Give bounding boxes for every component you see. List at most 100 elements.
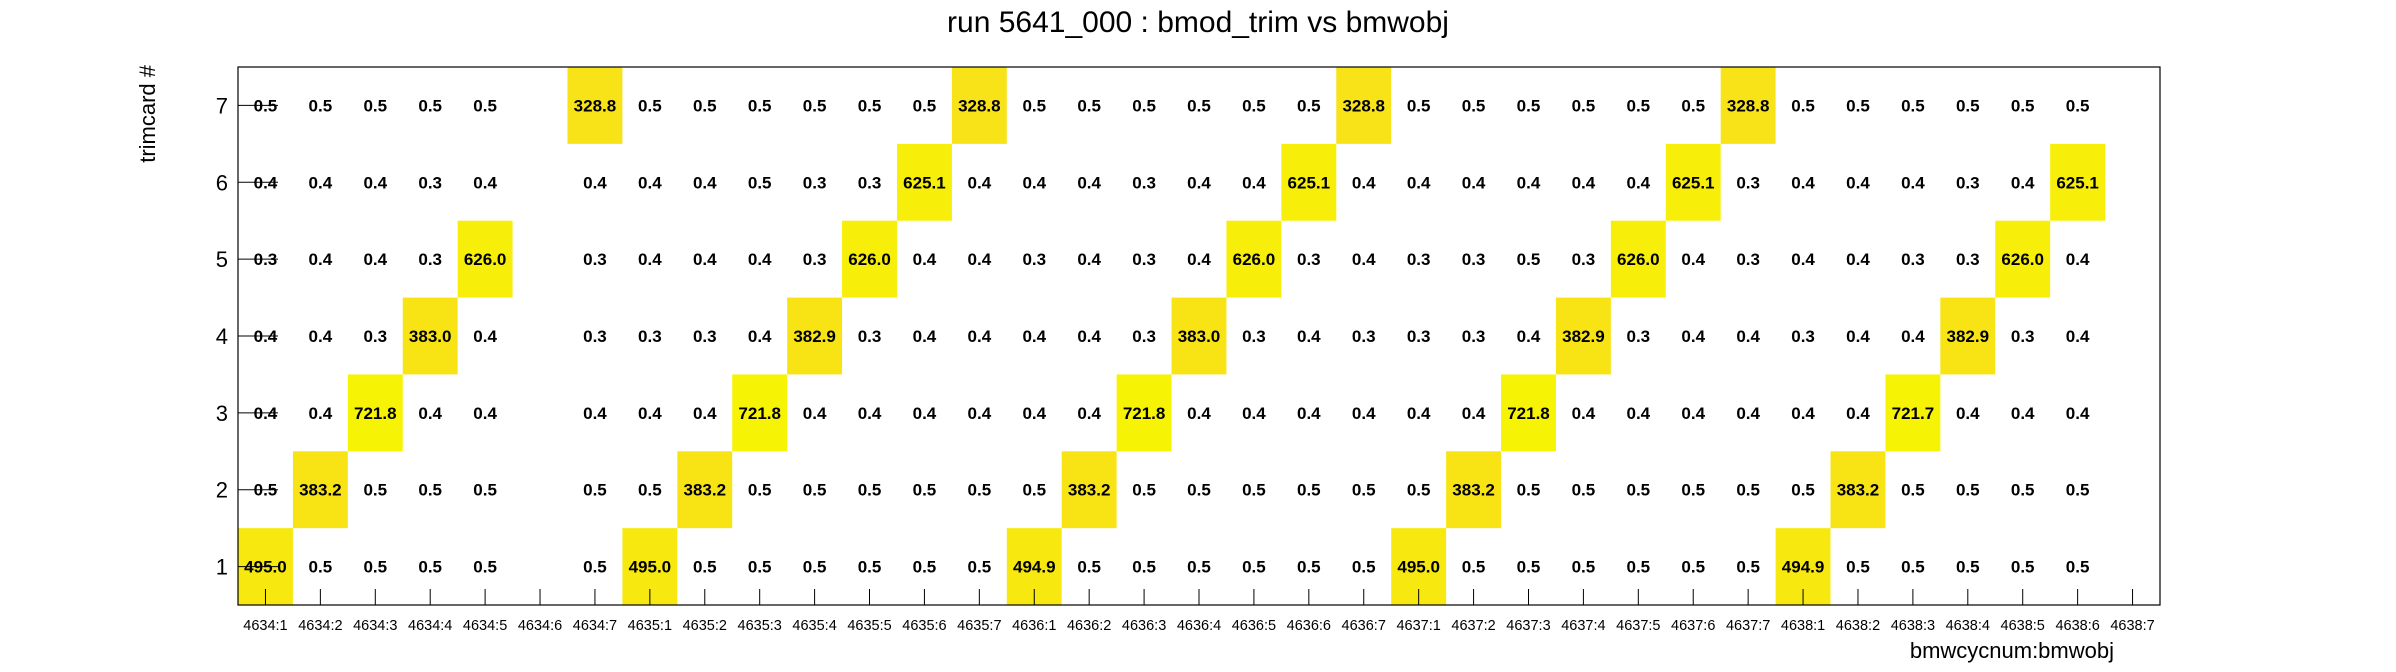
y-tick-label: 1: [216, 555, 228, 580]
cell-value-4636:6-2: 0.5: [1297, 481, 1321, 500]
cell-value-4638:6-2: 0.5: [2066, 481, 2090, 500]
cell-value-4636:1-4: 0.4: [1022, 327, 1046, 346]
heatmap-cell-4635:4-4: [787, 297, 843, 375]
cell-value-4636:5-7: 0.5: [1242, 96, 1266, 115]
cell-value-4636:6-1: 0.5: [1297, 558, 1321, 577]
cell-value-4637:3-7: 0.5: [1517, 96, 1541, 115]
cell-value-4634:4-5: 0.3: [418, 250, 442, 269]
cell-value-4635:7-1: 0.5: [968, 558, 992, 577]
cell-value-4637:1-4: 0.3: [1407, 327, 1431, 346]
cell-value-4636:7-1: 0.5: [1352, 558, 1376, 577]
cell-value-4637:7-4: 0.4: [1736, 327, 1760, 346]
cell-value-4635:6-5: 0.4: [913, 250, 937, 269]
cell-value-4634:4-4: 383.0: [409, 327, 452, 346]
cell-value-4634:3-2: 0.5: [363, 481, 387, 500]
cell-value-4635:4-2: 0.5: [803, 481, 827, 500]
cell-value-4637:1-2: 0.5: [1407, 481, 1431, 500]
x-tick-label: 4634:4: [408, 618, 452, 634]
cell-value-4635:2-2: 383.2: [683, 481, 726, 500]
cell-value-4636:2-4: 0.4: [1077, 327, 1101, 346]
cell-value-4636:3-1: 0.5: [1132, 558, 1156, 577]
cell-value-4637:2-5: 0.3: [1462, 250, 1486, 269]
cell-value-4637:5-1: 0.5: [1626, 558, 1650, 577]
cell-value-4634:2-5: 0.4: [309, 250, 333, 269]
y-tick-label: 4: [216, 324, 228, 349]
cell-value-4638:4-7: 0.5: [1956, 96, 1980, 115]
x-tick-label: 4635:1: [628, 618, 672, 634]
cell-value-4635:5-6: 0.3: [858, 173, 882, 192]
x-tick-label: 4638:7: [2110, 618, 2154, 634]
x-axis-label: bmwcycnum:bmwobj: [1910, 638, 2114, 663]
heatmap-cell-4635:3-3: [732, 374, 788, 452]
heatmap-cell-4634:7-7: [567, 67, 623, 144]
cell-value-4635:6-7: 0.5: [913, 96, 937, 115]
cell-value-4638:1-6: 0.4: [1791, 173, 1815, 192]
cell-value-4638:4-5: 0.3: [1956, 250, 1980, 269]
cell-value-4634:5-1: 0.5: [473, 558, 497, 577]
x-tick-label: 4636:2: [1067, 618, 1111, 634]
cell-value-4637:7-1: 0.5: [1736, 558, 1760, 577]
x-tick-label: 4638:6: [2055, 618, 2099, 634]
heatmap-cell-4637:3-3: [1501, 374, 1556, 452]
cell-value-4635:7-7: 328.8: [958, 96, 1001, 115]
cell-value-4635:3-3: 721.8: [738, 404, 781, 423]
cell-value-4638:5-2: 0.5: [2011, 481, 2035, 500]
cell-value-4636:4-3: 0.4: [1187, 404, 1211, 423]
cell-value-4636:4-7: 0.5: [1187, 96, 1211, 115]
x-tick-label: 4638:5: [2001, 618, 2045, 634]
heatmap-cell-4635:2-2: [677, 451, 733, 529]
cell-value-4637:4-1: 0.5: [1572, 558, 1596, 577]
x-tick-label: 4635:2: [683, 618, 727, 634]
cell-value-4636:4-6: 0.4: [1187, 173, 1211, 192]
cell-value-4638:3-6: 0.4: [1901, 173, 1925, 192]
cell-value-4637:1-6: 0.4: [1407, 173, 1431, 192]
cell-value-4638:3-1: 0.5: [1901, 558, 1925, 577]
cell-value-4636:2-3: 0.4: [1077, 404, 1101, 423]
x-tick-label: 4636:1: [1012, 618, 1056, 634]
y-tick-label: 3: [216, 401, 228, 426]
cell-value-4635:1-3: 0.4: [638, 404, 662, 423]
cell-value-4638:1-7: 0.5: [1791, 96, 1815, 115]
heatmap-cell-4636:4-4: [1171, 297, 1227, 375]
cell-value-4636:4-2: 0.5: [1187, 481, 1211, 500]
cell-value-4634:5-4: 0.4: [473, 327, 497, 346]
cell-value-4635:4-6: 0.3: [803, 173, 827, 192]
cell-value-4638:5-1: 0.5: [2011, 558, 2035, 577]
cell-value-4634:7-4: 0.3: [583, 327, 607, 346]
cell-value-4636:5-2: 0.5: [1242, 481, 1266, 500]
cell-value-4638:4-4: 382.9: [1947, 327, 1990, 346]
cell-value-4634:2-6: 0.4: [309, 173, 333, 192]
cell-value-4637:3-4: 0.4: [1517, 327, 1541, 346]
cell-value-4638:5-5: 626.0: [2001, 250, 2044, 269]
cell-value-4636:1-3: 0.4: [1022, 404, 1046, 423]
cell-value-4637:2-3: 0.4: [1462, 404, 1486, 423]
x-tick-label: 4635:3: [738, 618, 782, 634]
cell-value-4637:4-4: 382.9: [1562, 327, 1605, 346]
x-tick-label: 4636:6: [1287, 618, 1331, 634]
cell-value-4636:1-5: 0.3: [1022, 250, 1046, 269]
cell-value-4637:5-7: 0.5: [1626, 96, 1650, 115]
x-tick-label: 4638:1: [1781, 618, 1825, 634]
cell-value-4637:4-6: 0.4: [1572, 173, 1596, 192]
cell-value-4636:6-4: 0.4: [1297, 327, 1321, 346]
cell-value-4635:3-4: 0.4: [748, 327, 772, 346]
cell-value-4635:2-4: 0.3: [693, 327, 717, 346]
cell-value-4635:1-6: 0.4: [638, 173, 662, 192]
cell-value-4638:1-4: 0.3: [1791, 327, 1815, 346]
cell-value-4637:1-7: 0.5: [1407, 96, 1431, 115]
cell-value-4637:6-2: 0.5: [1681, 481, 1705, 500]
cell-value-4636:4-4: 383.0: [1178, 327, 1221, 346]
x-axis: 4634:1 4634:2 4634:3 4634:4 4634:5 4634:6 4634…: [243, 589, 2155, 634]
cell-value-4636:1-2: 0.5: [1022, 481, 1046, 500]
cell-value-4636:4-1: 0.5: [1187, 558, 1211, 577]
cell-value-4636:5-1: 0.5: [1242, 558, 1266, 577]
cell-value-4634:7-6: 0.4: [583, 173, 607, 192]
cell-value-4638:6-3: 0.4: [2066, 404, 2090, 423]
cell-value-4636:2-7: 0.5: [1077, 96, 1101, 115]
cell-value-4638:3-4: 0.4: [1901, 327, 1925, 346]
cell-value-4636:6-7: 0.5: [1297, 96, 1321, 115]
cell-value-4638:6-5: 0.4: [2066, 250, 2090, 269]
cell-value-4634:2-4: 0.4: [309, 327, 333, 346]
cell-value-4636:1-1: 494.9: [1013, 558, 1056, 577]
